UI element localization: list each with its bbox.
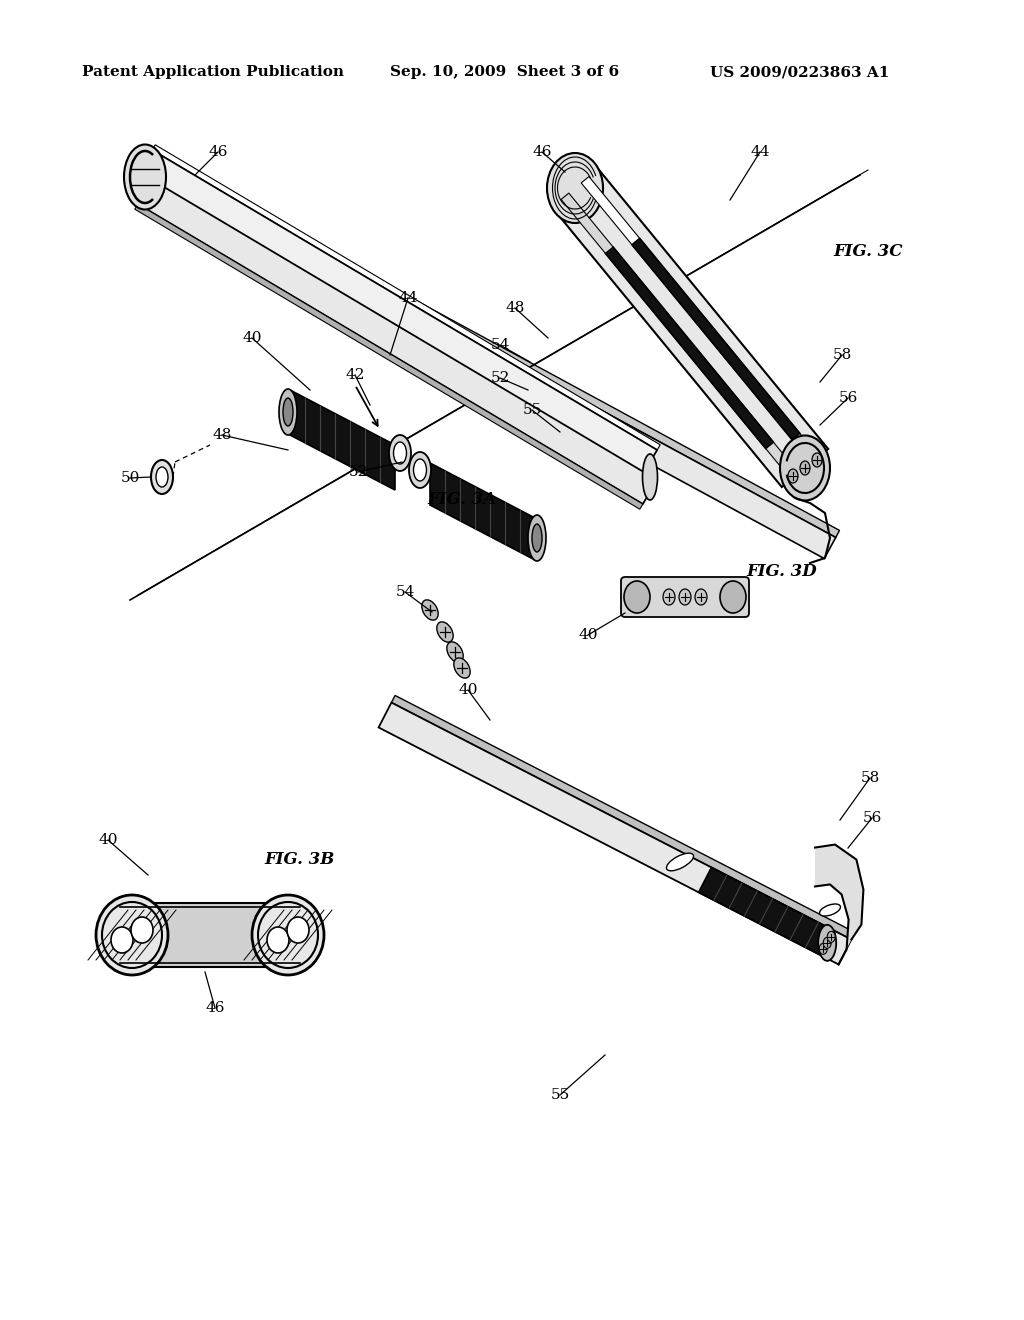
- Ellipse shape: [679, 589, 691, 605]
- Ellipse shape: [827, 932, 836, 942]
- Polygon shape: [379, 702, 851, 965]
- Ellipse shape: [663, 589, 675, 605]
- Text: 50: 50: [120, 471, 139, 484]
- Text: 44: 44: [398, 290, 418, 305]
- Ellipse shape: [446, 642, 463, 663]
- FancyBboxPatch shape: [621, 577, 749, 616]
- Text: 40: 40: [98, 833, 118, 847]
- Text: FIG. 3D: FIG. 3D: [746, 564, 817, 581]
- Ellipse shape: [819, 944, 827, 954]
- Ellipse shape: [437, 622, 454, 642]
- Polygon shape: [391, 696, 855, 940]
- Ellipse shape: [642, 454, 657, 500]
- Ellipse shape: [414, 459, 427, 480]
- Text: 56: 56: [839, 391, 858, 405]
- Ellipse shape: [823, 937, 831, 948]
- Ellipse shape: [156, 467, 168, 487]
- Text: 40: 40: [459, 682, 478, 697]
- Polygon shape: [561, 193, 799, 479]
- Ellipse shape: [111, 927, 133, 953]
- Ellipse shape: [151, 459, 173, 494]
- Ellipse shape: [528, 515, 546, 561]
- Text: 40: 40: [579, 628, 598, 642]
- Ellipse shape: [96, 895, 168, 975]
- Ellipse shape: [695, 589, 707, 605]
- Ellipse shape: [667, 853, 693, 871]
- Polygon shape: [135, 174, 643, 479]
- Ellipse shape: [422, 599, 438, 620]
- Ellipse shape: [812, 453, 822, 467]
- Ellipse shape: [131, 917, 153, 942]
- Ellipse shape: [279, 389, 297, 436]
- Polygon shape: [136, 150, 840, 537]
- Polygon shape: [115, 903, 305, 968]
- Polygon shape: [698, 867, 834, 956]
- Ellipse shape: [532, 524, 542, 552]
- Polygon shape: [815, 845, 863, 965]
- Ellipse shape: [389, 436, 411, 471]
- Ellipse shape: [287, 917, 309, 942]
- Text: 46: 46: [208, 145, 227, 158]
- Polygon shape: [605, 247, 773, 449]
- Text: 52: 52: [348, 465, 368, 479]
- Text: 54: 54: [490, 338, 510, 352]
- Polygon shape: [124, 157, 836, 558]
- Text: US 2009/0223863 A1: US 2009/0223863 A1: [710, 65, 890, 79]
- Ellipse shape: [547, 153, 603, 223]
- Text: Patent Application Publication: Patent Application Publication: [82, 65, 344, 79]
- Ellipse shape: [780, 436, 830, 500]
- Ellipse shape: [124, 144, 166, 210]
- Polygon shape: [138, 150, 657, 474]
- Polygon shape: [153, 145, 660, 450]
- Ellipse shape: [720, 581, 746, 612]
- Ellipse shape: [819, 904, 841, 916]
- Text: 40: 40: [243, 331, 262, 345]
- Text: 46: 46: [205, 1001, 224, 1015]
- Text: FIG. 3C: FIG. 3C: [834, 243, 903, 260]
- Text: 42: 42: [345, 368, 365, 381]
- Polygon shape: [135, 205, 643, 510]
- Text: FIG. 3B: FIG. 3B: [265, 851, 335, 869]
- Ellipse shape: [454, 657, 470, 678]
- Polygon shape: [138, 180, 657, 504]
- Ellipse shape: [624, 581, 650, 612]
- Ellipse shape: [409, 451, 431, 488]
- Ellipse shape: [818, 925, 837, 961]
- Polygon shape: [632, 239, 800, 440]
- Text: 58: 58: [860, 771, 880, 785]
- Text: 56: 56: [862, 810, 882, 825]
- Ellipse shape: [800, 461, 810, 475]
- Text: FIG. 3A: FIG. 3A: [427, 491, 497, 508]
- Text: Sep. 10, 2009  Sheet 3 of 6: Sep. 10, 2009 Sheet 3 of 6: [390, 65, 620, 79]
- Text: 55: 55: [522, 403, 542, 417]
- Ellipse shape: [267, 927, 289, 953]
- Text: 55: 55: [550, 1088, 569, 1102]
- Ellipse shape: [252, 895, 324, 975]
- Polygon shape: [430, 463, 535, 560]
- Text: 58: 58: [833, 348, 852, 362]
- Ellipse shape: [393, 442, 407, 465]
- Text: 48: 48: [505, 301, 524, 315]
- Text: 48: 48: [212, 428, 231, 442]
- Polygon shape: [582, 177, 819, 463]
- Text: 46: 46: [532, 145, 552, 158]
- Polygon shape: [552, 169, 828, 487]
- Text: 44: 44: [751, 145, 770, 158]
- Ellipse shape: [283, 399, 293, 426]
- Polygon shape: [290, 389, 395, 490]
- Text: 54: 54: [395, 585, 415, 599]
- Text: 52: 52: [490, 371, 510, 385]
- Ellipse shape: [788, 469, 798, 483]
